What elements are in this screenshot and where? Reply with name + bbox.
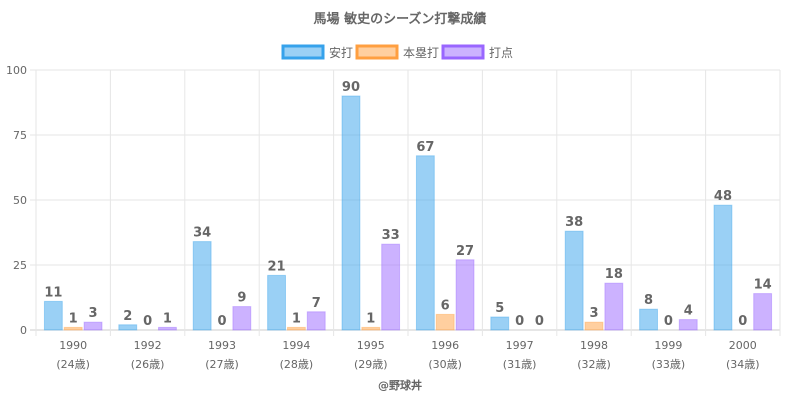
data-label: 3 xyxy=(589,306,598,321)
y-tick-label: 100 xyxy=(6,64,27,77)
x-tick-sublabel: (34歳) xyxy=(726,358,760,371)
x-tick-sublabel: (27歳) xyxy=(205,358,239,371)
legend-label: 安打 xyxy=(329,45,353,60)
x-tick-sublabel: (33歳) xyxy=(652,358,686,371)
data-label: 1 xyxy=(292,311,301,326)
x-tick-label: 1996 xyxy=(431,339,459,352)
x-tick-sublabel: (31歳) xyxy=(503,358,537,371)
bar-安打-1995 xyxy=(341,95,361,331)
data-label: 18 xyxy=(605,267,623,282)
bar-本塁打-1995 xyxy=(361,326,381,331)
chart-legend: 安打 本塁打 打点 xyxy=(281,44,513,60)
y-tick-label: 0 xyxy=(20,324,27,337)
data-label: 1 xyxy=(366,311,375,326)
grid-lines xyxy=(30,69,781,336)
bar-安打-1990 xyxy=(43,300,63,331)
x-axis: 1990 (24歳) 1992 (26歳) 1993 (27歳) 1994 (28歳) 1995… xyxy=(56,339,759,371)
bar-安打-2000 xyxy=(713,204,733,331)
data-label: 0 xyxy=(664,314,673,329)
bar-打点-1990 xyxy=(83,321,103,331)
data-label: 7 xyxy=(312,296,321,311)
bar-打点-1992 xyxy=(158,326,177,331)
bar-安打-1996 xyxy=(415,155,435,331)
data-label: 2 xyxy=(123,309,132,324)
bar-安打-1997 xyxy=(490,316,510,331)
x-tick-sublabel: (24歳) xyxy=(56,358,90,371)
data-label: 21 xyxy=(268,259,286,274)
data-label: 6 xyxy=(441,298,450,313)
data-label: 0 xyxy=(738,314,747,329)
data-label: 27 xyxy=(456,244,474,259)
bar-本塁打-1990 xyxy=(63,326,83,331)
x-tick-sublabel: (30歳) xyxy=(428,358,462,371)
bar-打点-1999 xyxy=(678,319,698,331)
data-label: 48 xyxy=(714,189,732,204)
bar-打点-1998 xyxy=(604,282,624,331)
bar-安打-1993 xyxy=(192,241,212,331)
data-label: 3 xyxy=(89,306,98,321)
x-tick-label: 1993 xyxy=(208,339,236,352)
bar-打点-1995 xyxy=(381,243,401,331)
x-tick-label: 1995 xyxy=(357,339,385,352)
bar-打点-1993 xyxy=(232,306,252,331)
legend-label: 本塁打 xyxy=(403,46,439,60)
data-label: 0 xyxy=(143,314,152,329)
x-tick-label: 1998 xyxy=(580,339,608,352)
data-label: 33 xyxy=(382,228,400,243)
data-label: 9 xyxy=(237,291,246,306)
x-tick-label: 1994 xyxy=(282,339,310,352)
data-label: 8 xyxy=(644,293,653,308)
data-label: 1 xyxy=(163,311,172,326)
bar-安打-1998 xyxy=(564,230,584,331)
bar-打点-1994 xyxy=(306,311,326,331)
bars xyxy=(43,95,773,331)
x-tick-label: 1990 xyxy=(59,339,87,352)
x-tick-sublabel: (26歳) xyxy=(131,358,165,371)
x-tick-label: 1997 xyxy=(506,339,534,352)
data-label: 5 xyxy=(495,301,504,316)
bar-本塁打-1998 xyxy=(584,321,604,331)
data-label: 38 xyxy=(565,215,583,230)
legend-swatch xyxy=(355,44,399,60)
data-label: 0 xyxy=(217,314,226,329)
legend-swatch xyxy=(281,44,325,60)
data-label: 1 xyxy=(69,311,78,326)
legend-label: 打点 xyxy=(489,46,513,60)
bar-本塁打-1996 xyxy=(435,313,455,331)
x-tick-sublabel: (28歳) xyxy=(280,358,314,371)
bar-打点-1996 xyxy=(455,259,475,331)
data-label: 0 xyxy=(515,314,524,329)
data-label: 11 xyxy=(44,285,62,300)
data-label: 67 xyxy=(416,140,434,155)
bar-安打-1999 xyxy=(639,308,658,331)
x-tick-sublabel: (32歳) xyxy=(577,358,611,371)
y-tick-label: 50 xyxy=(13,194,27,207)
x-tick-label: 1992 xyxy=(134,339,162,352)
bar-安打-1994 xyxy=(267,274,286,331)
bar-安打-1992 xyxy=(118,324,138,331)
data-label: 34 xyxy=(193,226,211,241)
data-label: 0 xyxy=(535,314,544,329)
chart-credit: @野球丼 xyxy=(378,378,422,392)
x-tick-label: 1999 xyxy=(654,339,682,352)
data-label: 4 xyxy=(684,304,693,319)
y-tick-label: 75 xyxy=(13,129,27,142)
chart-title: 馬場 敏史のシーズン打撃成績 xyxy=(314,11,487,27)
x-tick-sublabel: (29歳) xyxy=(354,358,388,371)
bar-打点-2000 xyxy=(753,293,773,331)
data-label: 90 xyxy=(342,80,360,95)
data-label: 14 xyxy=(754,278,772,293)
x-tick-label: 2000 xyxy=(729,339,757,352)
bar-本塁打-1994 xyxy=(286,326,306,331)
legend-swatch xyxy=(441,44,485,60)
y-axis: 0 25 50 75 100 xyxy=(6,64,27,337)
y-tick-label: 25 xyxy=(13,259,27,272)
